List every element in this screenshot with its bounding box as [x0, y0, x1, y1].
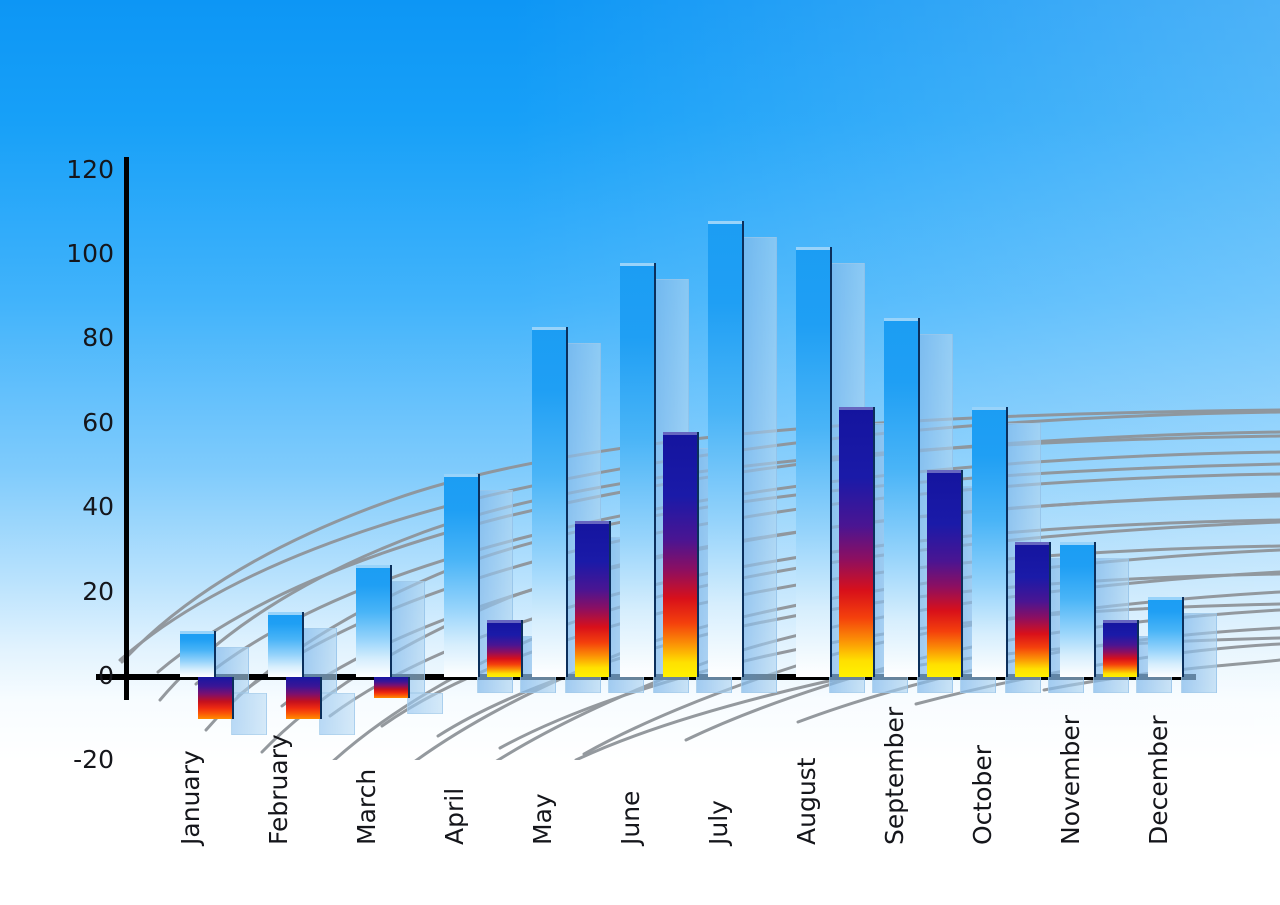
- x-axis-label: December: [1144, 715, 1173, 845]
- y-tick-label: 120: [66, 154, 114, 184]
- x-axis-label: February: [264, 734, 293, 845]
- x-axis-label: July: [704, 800, 733, 845]
- y-tick-label: 100: [66, 239, 114, 268]
- bar-series2-negative: [198, 677, 234, 720]
- bar-series2: [1103, 620, 1139, 677]
- bar-series2-negative: [374, 677, 410, 699]
- value-axis-line: [124, 157, 129, 700]
- x-axis-label: April: [440, 787, 469, 845]
- bar-series1: [1060, 541, 1096, 677]
- bar-series1: [620, 263, 656, 677]
- x-axis-label: January: [176, 750, 205, 845]
- y-tick-label: 60: [82, 407, 114, 437]
- bar-series2: [663, 432, 699, 677]
- bar-shadow-series1: [1181, 612, 1217, 693]
- bar-series1: [708, 221, 744, 677]
- bar-shadow-series2: [407, 693, 443, 715]
- bar-shadow-series1: [741, 237, 777, 693]
- y-tick-label: 40: [82, 492, 114, 522]
- bar-series2-negative: [286, 677, 322, 720]
- bar-series1: [972, 406, 1008, 677]
- bar-series1: [532, 326, 568, 677]
- x-axis-label: March: [352, 768, 381, 845]
- bar-series2: [927, 470, 963, 677]
- category-axis-line: [96, 674, 1196, 680]
- x-axis-label: November: [1056, 714, 1085, 845]
- bar-series2: [487, 620, 523, 677]
- y-tick-label: 20: [82, 576, 114, 606]
- bar-series2: [1015, 541, 1051, 677]
- bar-series2: [839, 406, 875, 677]
- bar-series2: [575, 520, 611, 677]
- x-axis-label: August: [792, 757, 821, 846]
- bar-series1: [268, 611, 304, 677]
- bar-series1: [884, 318, 920, 677]
- y-tick-label: 80: [82, 323, 114, 353]
- x-axis-label: September: [880, 706, 909, 845]
- y-tick-label: 0: [98, 661, 114, 690]
- x-axis-label: June: [616, 790, 645, 845]
- bar-series1: [1148, 596, 1184, 677]
- bar-series1: [796, 246, 832, 677]
- y-tick-label: -20: [73, 745, 114, 775]
- x-axis-label: October: [968, 744, 997, 845]
- bar-shadow-series2: [319, 693, 355, 736]
- bar-series1: [356, 565, 392, 677]
- bar-series1: [180, 630, 216, 677]
- x-axis-label: May: [528, 793, 557, 845]
- bar-shadow-series2: [231, 693, 267, 736]
- bar-series1: [444, 474, 480, 677]
